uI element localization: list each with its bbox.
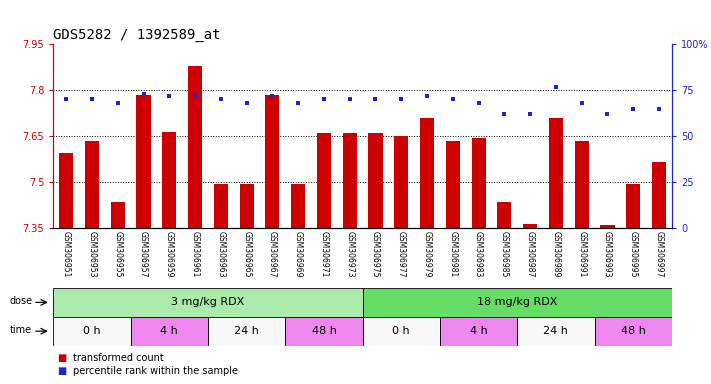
Bar: [111, 202, 125, 228]
Bar: [363, 288, 672, 317]
Bar: [208, 317, 285, 346]
Text: 4 h: 4 h: [161, 326, 178, 336]
Bar: [471, 138, 486, 228]
Text: percentile rank within the sample: percentile rank within the sample: [73, 366, 237, 376]
Text: dose: dose: [10, 296, 33, 306]
Text: GSM306997: GSM306997: [655, 232, 663, 278]
Bar: [53, 317, 131, 346]
Text: 18 mg/kg RDX: 18 mg/kg RDX: [477, 297, 557, 308]
Text: 48 h: 48 h: [621, 326, 646, 336]
Text: GSM306963: GSM306963: [216, 232, 225, 278]
Bar: [549, 118, 563, 228]
Text: GSM306977: GSM306977: [397, 232, 406, 278]
Bar: [440, 317, 517, 346]
Text: GSM306951: GSM306951: [62, 232, 70, 278]
Bar: [420, 118, 434, 228]
Text: GSM306971: GSM306971: [319, 232, 328, 278]
Text: GSM306981: GSM306981: [449, 232, 457, 278]
Text: 24 h: 24 h: [234, 326, 259, 336]
Text: 0 h: 0 h: [83, 326, 101, 336]
Text: GSM306967: GSM306967: [268, 232, 277, 278]
Bar: [652, 162, 666, 228]
Text: time: time: [10, 325, 32, 335]
Text: GSM306957: GSM306957: [139, 232, 148, 278]
Text: 4 h: 4 h: [470, 326, 488, 336]
Text: GSM306965: GSM306965: [242, 232, 251, 278]
Bar: [59, 153, 73, 228]
Bar: [363, 317, 440, 346]
Bar: [523, 224, 538, 228]
Bar: [291, 184, 305, 228]
Bar: [574, 141, 589, 228]
Bar: [317, 133, 331, 228]
Text: GSM306979: GSM306979: [422, 232, 432, 278]
Text: GSM306961: GSM306961: [191, 232, 200, 278]
Bar: [240, 184, 254, 228]
Bar: [137, 95, 151, 228]
Text: GSM306991: GSM306991: [577, 232, 586, 278]
Text: transformed count: transformed count: [73, 353, 164, 363]
Bar: [162, 132, 176, 228]
Bar: [214, 184, 228, 228]
Bar: [600, 225, 614, 228]
Bar: [53, 288, 363, 317]
Text: ■: ■: [57, 353, 66, 363]
Text: ■: ■: [57, 366, 66, 376]
Bar: [188, 66, 202, 228]
Text: GSM306969: GSM306969: [294, 232, 303, 278]
Bar: [594, 317, 672, 346]
Text: GSM306953: GSM306953: [87, 232, 97, 278]
Bar: [394, 136, 408, 228]
Text: GSM306973: GSM306973: [346, 232, 354, 278]
Text: GSM306983: GSM306983: [474, 232, 483, 278]
Text: 48 h: 48 h: [311, 326, 336, 336]
Text: GSM306995: GSM306995: [629, 232, 638, 278]
Bar: [85, 141, 99, 228]
Text: GSM306959: GSM306959: [165, 232, 173, 278]
Text: GSM306989: GSM306989: [552, 232, 560, 278]
Text: GSM306985: GSM306985: [500, 232, 509, 278]
Bar: [626, 184, 641, 228]
Bar: [517, 317, 594, 346]
Text: GSM306993: GSM306993: [603, 232, 612, 278]
Text: 0 h: 0 h: [392, 326, 410, 336]
Bar: [368, 133, 383, 228]
Bar: [265, 95, 279, 228]
Bar: [131, 317, 208, 346]
Text: 24 h: 24 h: [543, 326, 568, 336]
Text: GDS5282 / 1392589_at: GDS5282 / 1392589_at: [53, 28, 221, 42]
Bar: [446, 141, 460, 228]
Text: GSM306975: GSM306975: [371, 232, 380, 278]
Bar: [343, 133, 357, 228]
Text: GSM306987: GSM306987: [525, 232, 535, 278]
Text: GSM306955: GSM306955: [113, 232, 122, 278]
Text: 3 mg/kg RDX: 3 mg/kg RDX: [171, 297, 245, 308]
Bar: [497, 202, 511, 228]
Bar: [285, 317, 363, 346]
